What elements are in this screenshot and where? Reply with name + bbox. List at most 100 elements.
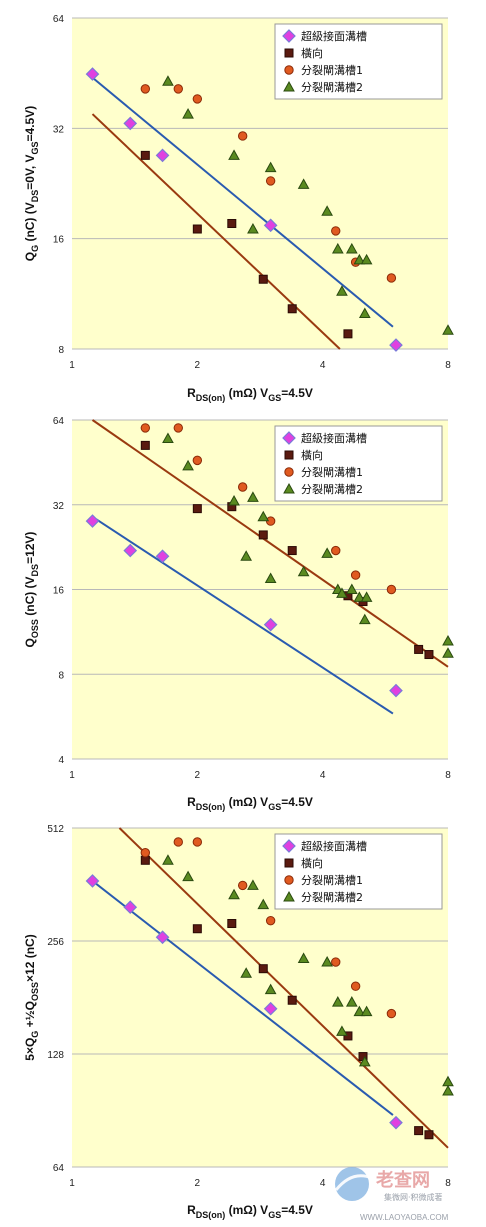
y-axis-label: 5×QG +½QOSS×12 (nC): [23, 934, 40, 1060]
data-point: [265, 915, 276, 926]
x-axis-label-part: R: [187, 795, 196, 809]
data-point: [353, 591, 366, 602]
y-axis-label-part: ×12 (nC): [23, 934, 37, 982]
legend-marker: [284, 467, 294, 477]
data-point: [389, 1115, 403, 1130]
x-tick-label: 2: [195, 360, 201, 371]
data-point: [140, 848, 151, 858]
data-point: [336, 1025, 348, 1036]
data-point: [358, 307, 371, 318]
watermark-sub-text: 集微网·积微成著: [384, 1192, 443, 1202]
data-point: [263, 617, 278, 632]
data-point: [263, 1001, 278, 1016]
legend-label: 超級接面溝槽: [301, 839, 367, 853]
x-tick-label: 4: [320, 770, 326, 781]
data-point: [350, 981, 361, 991]
data-point: [140, 84, 151, 94]
x-tick-label: 8: [445, 770, 451, 781]
data-point: [386, 584, 397, 595]
data-point: [192, 504, 202, 514]
data-point: [123, 116, 138, 131]
data-point: [155, 930, 170, 945]
legend-marker: [283, 80, 295, 92]
data-point: [247, 491, 259, 502]
x-tick-label: 2: [195, 1178, 201, 1189]
legend-label: 橫向: [301, 856, 323, 870]
data-point: [386, 1008, 397, 1019]
x-tick-label: 1: [69, 360, 75, 371]
watermark-url-text: WWW.LAOYAOBA.COM: [360, 1213, 449, 1222]
data-point: [192, 224, 202, 234]
data-point: [321, 547, 333, 558]
data-point: [345, 996, 358, 1007]
data-point: [353, 253, 366, 265]
data-point: [123, 543, 138, 558]
data-point: [297, 178, 310, 189]
legend-marker: [283, 482, 295, 494]
x-axis-label: RDS(on) (mΩ) VGS=4.5V: [187, 1203, 313, 1220]
data-point: [173, 837, 183, 847]
fit-line: [91, 113, 341, 350]
legend-marker: [284, 48, 294, 58]
x-tick-label: 1: [69, 1178, 75, 1189]
data-point: [343, 329, 353, 339]
data-point: [192, 837, 203, 847]
data-point: [182, 459, 194, 471]
data-point: [287, 304, 297, 314]
x-axis-label-part: DS(on): [196, 1210, 226, 1220]
data-point: [345, 242, 358, 254]
watermark-logo-text: 老查网: [376, 1169, 430, 1191]
data-point: [257, 510, 270, 522]
legend-label: 分裂閘溝槽2: [301, 891, 363, 904]
data-point: [192, 94, 203, 104]
y-axis-label-part: (nC) (V: [23, 576, 37, 619]
data-point: [258, 274, 268, 284]
data-point: [192, 455, 203, 466]
data-point: [360, 1005, 373, 1017]
data-point: [265, 176, 276, 186]
x-axis-label-part: R: [187, 386, 196, 400]
data-point: [162, 854, 174, 865]
x-tick-label: 2: [195, 770, 201, 781]
legend-marker: [284, 875, 294, 885]
data-point: [258, 530, 268, 540]
data-point: [258, 964, 268, 974]
data-point: [360, 253, 373, 265]
fit-line: [91, 76, 394, 328]
data-point: [442, 1084, 454, 1096]
data-point: [237, 482, 248, 492]
data-point: [345, 583, 358, 594]
data-point: [227, 919, 237, 929]
data-point: [173, 84, 183, 94]
data-point: [237, 131, 248, 141]
data-point: [173, 423, 183, 433]
x-axis-label-part: R: [187, 1203, 196, 1217]
x-axis-label-part: (mΩ) V: [225, 386, 268, 400]
legend-marker: [282, 431, 296, 445]
legend-label: 超級接面溝槽: [301, 29, 367, 43]
x-axis-label-part: GS: [268, 393, 281, 403]
data-point: [331, 957, 341, 967]
y-tick-label: 64: [53, 416, 65, 427]
fit-line: [91, 880, 394, 1116]
data-point: [331, 545, 341, 556]
y-axis-label-part: (nC) (V: [23, 202, 37, 245]
legend-box: [274, 425, 443, 502]
data-point: [263, 218, 278, 233]
data-point: [442, 324, 454, 335]
legend-marker: [284, 858, 294, 868]
legend-box: [274, 23, 443, 100]
y-axis-label-part: G: [30, 1031, 40, 1038]
y-axis-label-part: +½Q: [23, 1001, 37, 1031]
x-tick-label: 4: [320, 360, 326, 371]
data-point: [85, 514, 100, 528]
x-axis-label-part: GS: [268, 1210, 281, 1220]
data-point: [182, 108, 194, 119]
data-point: [331, 242, 344, 254]
data-point: [424, 1130, 434, 1140]
x-tick-label: 8: [445, 360, 451, 371]
data-point: [414, 644, 424, 654]
y-tick-label: 128: [47, 1050, 64, 1061]
